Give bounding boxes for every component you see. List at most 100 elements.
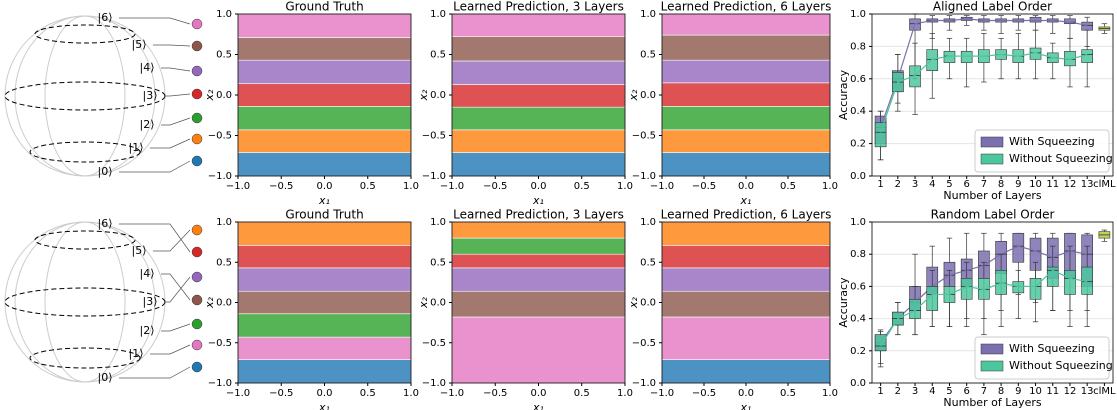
class-band — [451, 237, 626, 255]
plot-frame — [237, 221, 412, 384]
class-band — [661, 129, 831, 153]
y-tick-label: 0.5 — [216, 50, 232, 61]
y-tick-label: 0.8 — [850, 249, 866, 260]
sphere-meridian — [14, 15, 156, 177]
class-band — [451, 106, 626, 131]
latitude — [29, 141, 141, 163]
y-axis-label: x₂ — [627, 89, 640, 102]
x-tick-label: −1.0 — [650, 181, 674, 192]
x-tick-label: −0.5 — [692, 181, 716, 192]
x-tick-label: 2 — [895, 179, 901, 190]
x-tick-label: 2 — [895, 386, 901, 397]
class-band — [451, 152, 626, 177]
class-band — [237, 359, 412, 384]
legend-swatch — [980, 360, 1004, 372]
median-line — [880, 18, 1088, 128]
chart-title: Ground Truth — [285, 208, 363, 222]
label-dot — [191, 294, 203, 306]
state-link — [161, 67, 191, 72]
y-tick-label: 0.4 — [850, 314, 866, 325]
chart-title: Ground Truth — [285, 0, 363, 14]
state-label: |2⟩ — [140, 118, 155, 131]
y-axis-label: x₂ — [203, 296, 216, 309]
label-dot — [191, 361, 203, 373]
x-axis-label: Number of Layers — [943, 189, 1041, 202]
x-tick-label: −1.0 — [440, 388, 464, 399]
x-tick-label: −0.5 — [269, 181, 293, 192]
class-band — [237, 129, 412, 153]
y-tick-label: −1.0 — [632, 378, 656, 389]
chart-title: Random Label Order — [931, 208, 1055, 222]
x-tick-label: 1.0 — [617, 181, 633, 192]
y-tick-label: 0.0 — [640, 298, 656, 309]
state-link — [119, 17, 191, 25]
y-tick-label: 0.8 — [850, 41, 866, 52]
legend-swatch — [980, 136, 1004, 148]
class-band — [661, 152, 831, 177]
state-link — [164, 276, 191, 303]
y-tick-label: 1.0 — [850, 9, 866, 20]
x-tick-label: −1.0 — [226, 181, 250, 192]
x-tick-label: 0.5 — [574, 181, 590, 192]
class-band — [237, 106, 412, 131]
class-band — [661, 290, 831, 318]
x-tick-label: 9 — [1015, 386, 1021, 397]
class-band — [661, 245, 831, 269]
x-tick-label: −1.0 — [440, 181, 464, 192]
y-tick-label: 1.0 — [216, 9, 232, 20]
class-band — [661, 34, 831, 61]
y-tick-label: −1.0 — [422, 171, 446, 182]
plot-frame — [451, 13, 626, 177]
y-tick-label: 0.6 — [850, 74, 866, 85]
y-tick-label: 0.0 — [216, 90, 232, 101]
class-band — [237, 290, 412, 315]
y-axis-label: x₂ — [203, 89, 216, 102]
class-band — [237, 152, 412, 177]
label-dot — [191, 18, 203, 30]
class-band — [661, 221, 831, 246]
y-tick-label: 0.5 — [430, 50, 446, 61]
y-tick-label: 0.5 — [430, 257, 446, 268]
state-link — [153, 44, 191, 47]
label-dot — [191, 133, 203, 145]
y-tick-label: 1.0 — [640, 217, 656, 228]
x-tick-label: 6 — [963, 179, 969, 190]
x-tick-label: −0.5 — [483, 181, 507, 192]
label-dot — [191, 318, 203, 330]
class-band — [237, 83, 412, 107]
y-tick-label: −1.0 — [632, 171, 656, 182]
x-tick-label: 7 — [981, 179, 987, 190]
median-line — [880, 269, 1088, 347]
sphere-meridian — [44, 15, 126, 177]
y-tick-label: −0.5 — [208, 131, 232, 142]
x-tick-label: 1.0 — [822, 181, 838, 192]
state-label: |4⟩ — [140, 61, 155, 74]
box — [1029, 278, 1042, 300]
box — [995, 269, 1007, 295]
x-tick-label: 1 — [877, 179, 883, 190]
label-dot — [191, 224, 203, 236]
class-band — [451, 221, 626, 239]
x-tick-label: 4 — [929, 179, 935, 190]
x-tick-label: 1.0 — [822, 388, 838, 399]
y-tick-label: 0.0 — [850, 171, 866, 182]
x-tick-label: 0.0 — [531, 181, 547, 192]
x-tick-label: 13 — [1081, 179, 1094, 190]
state-link — [161, 117, 191, 126]
box — [1064, 269, 1076, 295]
state-link — [164, 93, 191, 97]
label-dot — [191, 271, 203, 283]
y-tick-label: 1.0 — [216, 217, 232, 228]
x-tick-label: 0.0 — [317, 181, 333, 192]
x-tick-label: 1.0 — [403, 181, 419, 192]
state-label: |5⟩ — [132, 244, 147, 257]
x-tick-label: 0.0 — [738, 181, 754, 192]
x-axis-label: x₁ — [318, 194, 330, 207]
box — [960, 50, 973, 63]
y-tick-label: 1.0 — [430, 217, 446, 228]
x-tick-label: 9 — [1015, 179, 1021, 190]
x-tick-label: 7 — [981, 386, 987, 397]
class-band — [237, 336, 412, 360]
x-tick-label: 5 — [946, 386, 952, 397]
